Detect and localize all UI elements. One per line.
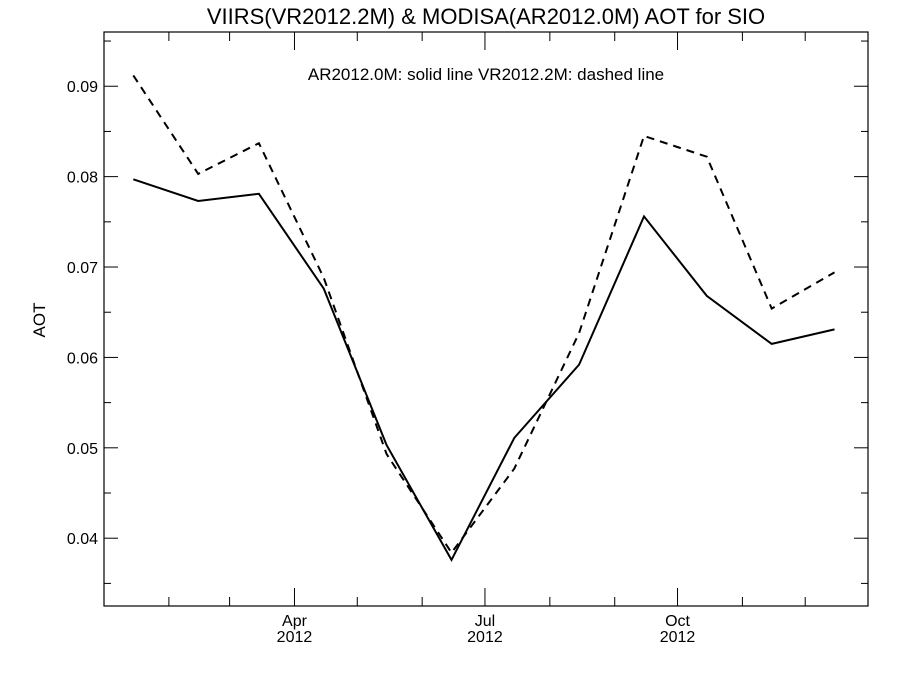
x-tick-label: Oct [665,613,690,630]
y-axis-ticks: 0.04 0.05 0.06 0.07 0.08 0.09 [67,40,868,584]
y-tick-label: 0.08 [67,170,98,187]
y-axis-label: AOT [30,303,49,338]
x-tick-label: Apr [282,613,308,630]
chart-title: VIIRS(VR2012.2M) & MODISA(AR2012.0M) AOT… [207,4,765,29]
y-tick-label: 0.04 [67,531,98,548]
series-layer [132,74,835,563]
x-tick-sublabel: 2012 [660,629,696,646]
y-tick-label: 0.05 [67,441,98,458]
y-tick-label: 0.06 [67,350,98,367]
y-tick-label: 0.09 [67,79,98,96]
series-line-vr2012-2m [132,74,835,555]
x-tick-label: Jul [475,613,495,630]
plot-frame [103,31,869,607]
y-tick-label: 0.07 [67,260,98,277]
series-line-ar2012-0m [132,178,835,563]
legend-annotation: AR2012.0M: solid line VR2012.2M: dashed … [308,65,664,84]
x-tick-sublabel: 2012 [277,629,313,646]
x-tick-sublabel: 2012 [467,629,503,646]
